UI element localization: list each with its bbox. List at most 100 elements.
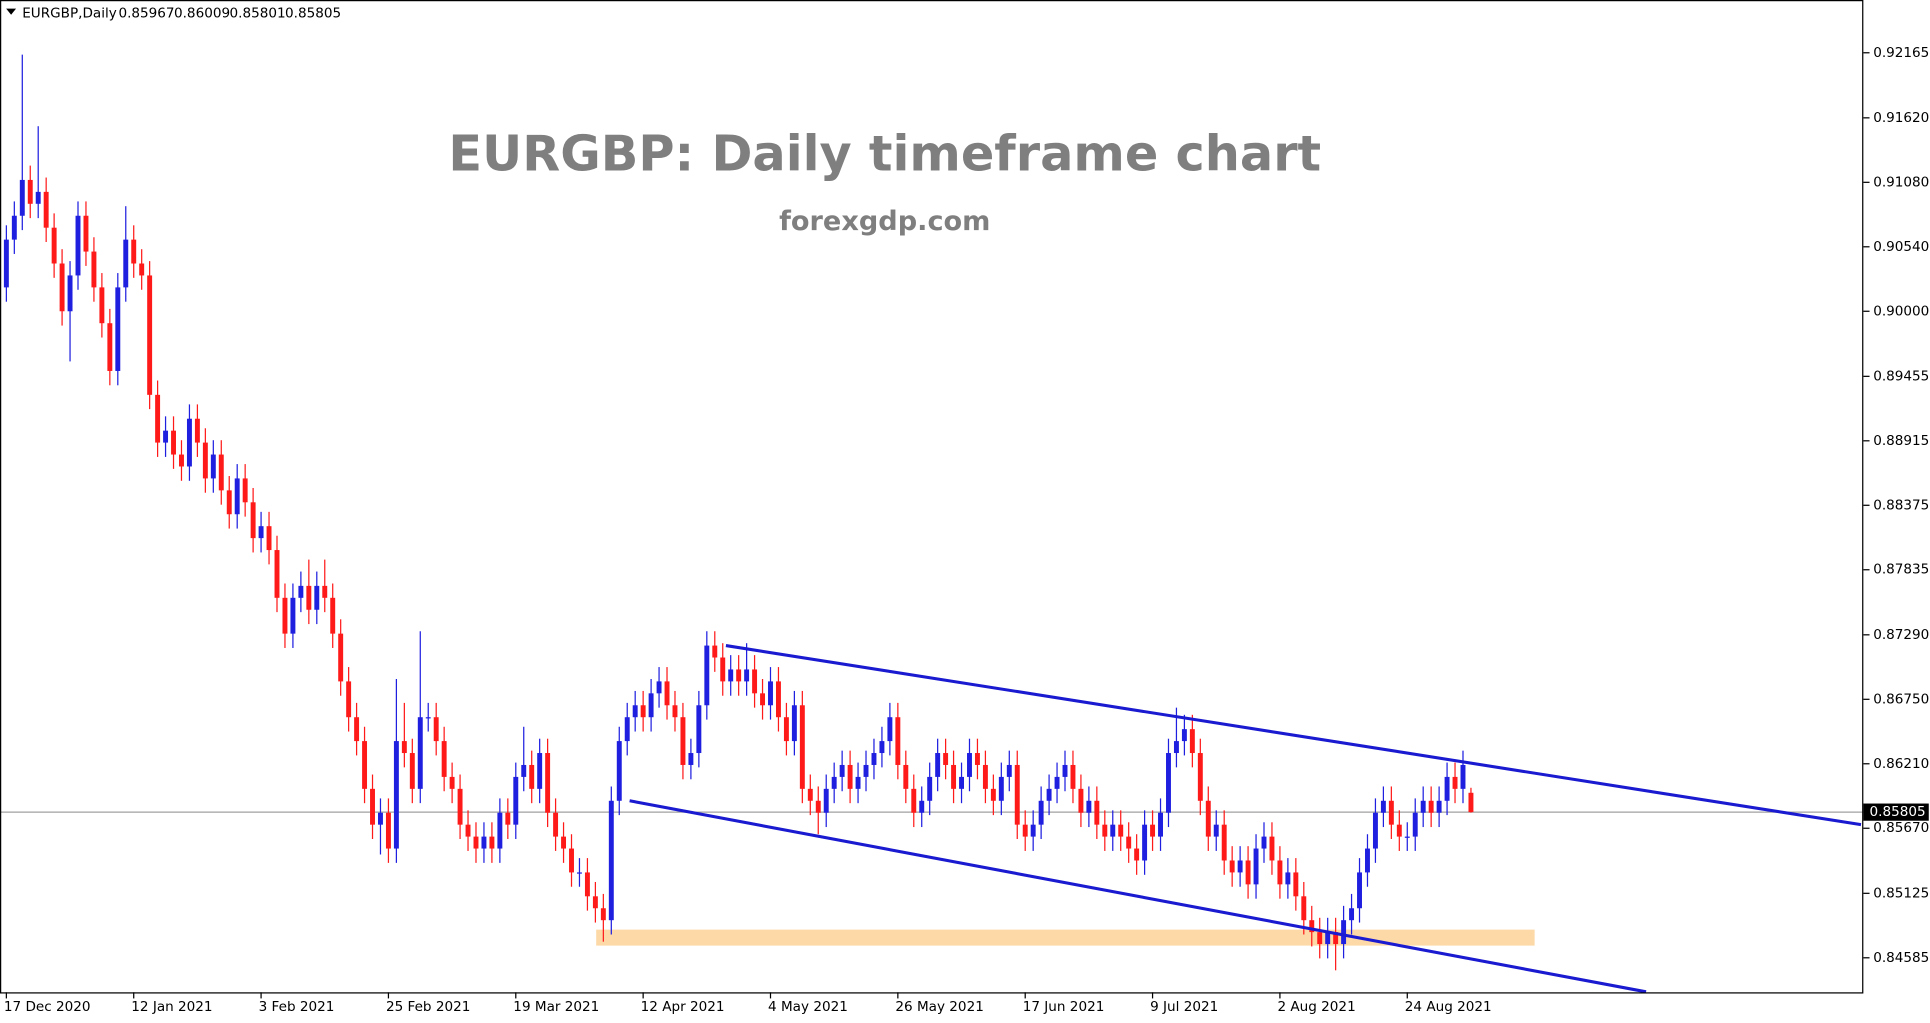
candle-body <box>624 717 630 742</box>
candle-body <box>1357 872 1362 909</box>
candle-body <box>35 191 41 204</box>
candle-body <box>1317 932 1323 945</box>
candle-body <box>1436 800 1442 813</box>
candle-body <box>330 597 336 634</box>
candle-body <box>11 215 17 240</box>
candle-body <box>1269 836 1275 861</box>
candle-body <box>282 597 288 634</box>
ohlc-close: 0.85805 <box>285 6 341 22</box>
candle-body <box>513 776 519 825</box>
candle-body <box>736 669 742 682</box>
price-label-box <box>1863 803 1929 821</box>
candle-body <box>1014 764 1020 825</box>
candle-body <box>600 908 606 921</box>
candle-body <box>1070 764 1076 789</box>
x-tick-label: 2 Aug 2021 <box>1277 999 1355 1015</box>
candle-body <box>43 191 49 228</box>
candle-body <box>847 764 853 789</box>
candle-body <box>775 681 781 718</box>
candle-body <box>1341 920 1347 945</box>
candle-body <box>362 741 368 789</box>
candle-body <box>218 454 224 491</box>
candle-body <box>1468 792 1474 813</box>
candle-body <box>1173 741 1179 754</box>
candle-body <box>1094 800 1100 825</box>
candle-body <box>338 633 344 682</box>
candle-body <box>274 550 280 598</box>
candle-body <box>863 764 869 777</box>
candle-body <box>672 705 678 718</box>
candle-body <box>712 645 718 658</box>
candle-body <box>815 800 821 813</box>
candle-body <box>616 741 622 801</box>
candle-body <box>107 323 113 371</box>
candle-body <box>1404 836 1410 838</box>
candle-body <box>887 717 893 742</box>
y-tick-label: 0.89455 <box>1873 368 1929 384</box>
x-tick-label: 3 Feb 2021 <box>259 999 335 1015</box>
plot-area <box>0 54 1864 994</box>
candle-body <box>433 717 439 742</box>
candle-body <box>1333 932 1339 945</box>
candle-body <box>139 263 145 276</box>
candle-body <box>529 764 535 789</box>
candle-body <box>266 526 272 551</box>
candle-body <box>768 681 773 706</box>
x-tick-label: 17 Dec 2020 <box>4 999 91 1015</box>
candle-body <box>1301 896 1307 921</box>
candle-body <box>425 717 431 719</box>
x-tick-label: 19 Mar 2021 <box>513 999 599 1015</box>
candle-body <box>91 251 97 288</box>
candle-body <box>163 430 169 443</box>
candle-body <box>242 478 248 503</box>
candle-body <box>592 896 598 909</box>
candle-body <box>895 717 901 765</box>
candle-body <box>385 812 391 849</box>
x-tick-label: 17 Jun 2021 <box>1023 999 1105 1015</box>
support-zone <box>596 929 1535 946</box>
candle-body <box>1205 800 1211 837</box>
candle-body <box>990 788 996 801</box>
candle-body <box>1126 836 1132 849</box>
y-tick-label: 0.88375 <box>1873 497 1929 513</box>
candle-body <box>298 585 304 598</box>
candle-body <box>1237 860 1243 873</box>
candle-body <box>1396 824 1402 837</box>
y-tick-label: 0.91620 <box>1873 110 1929 126</box>
candle-body <box>115 287 121 371</box>
candle-body <box>799 705 805 789</box>
candle-body <box>656 681 662 694</box>
candle-body <box>354 717 360 742</box>
candle-body <box>314 585 320 610</box>
x-tick-label: 9 Jul 2021 <box>1150 999 1218 1015</box>
candle-body <box>839 764 845 777</box>
candle-body <box>664 681 670 706</box>
candle-body <box>457 788 463 825</box>
candle-body <box>481 836 487 849</box>
candle-body <box>608 800 614 921</box>
candle-body <box>911 788 917 813</box>
candle-body <box>744 669 750 682</box>
candle-body <box>210 454 216 479</box>
candle-body <box>409 753 415 789</box>
candle-body <box>1213 824 1219 837</box>
candle-body <box>1452 776 1458 789</box>
candle-body <box>871 753 877 765</box>
candle-body <box>1142 824 1148 861</box>
candle-body <box>202 442 208 479</box>
menu-triangle[interactable] <box>6 8 17 15</box>
candle-body <box>505 812 511 825</box>
candle-body <box>1285 872 1291 885</box>
candle-body <box>1189 729 1195 754</box>
ohlc-low: 0.85801 <box>230 6 286 22</box>
channel-line <box>629 799 1647 994</box>
candle-body <box>1166 753 1171 813</box>
candle-body <box>75 215 81 276</box>
candle-body <box>927 776 933 801</box>
candle-body <box>401 741 407 754</box>
candle-body <box>393 741 399 849</box>
candle-body <box>1245 860 1251 885</box>
candle-body <box>688 753 694 765</box>
candle-body <box>83 215 89 252</box>
